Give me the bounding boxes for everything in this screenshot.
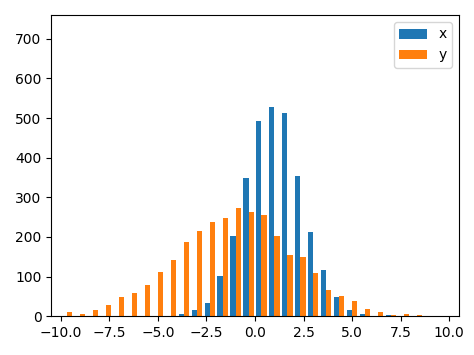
Bar (378, 312, 383, 316)
Bar (171, 260, 176, 316)
Bar (256, 121, 262, 316)
Bar (218, 276, 223, 316)
Bar (67, 312, 73, 316)
Bar (145, 285, 150, 316)
Bar (404, 314, 409, 316)
Bar (197, 231, 202, 316)
Bar (132, 293, 137, 316)
Bar (158, 272, 163, 316)
Bar (282, 113, 287, 316)
Bar (106, 305, 111, 316)
Bar (326, 290, 331, 316)
Bar (230, 236, 236, 316)
Bar (204, 303, 210, 316)
Bar (223, 218, 228, 316)
Bar (339, 296, 344, 316)
Bar (334, 297, 339, 316)
Bar (321, 269, 326, 316)
Bar (184, 242, 189, 316)
Bar (80, 314, 85, 316)
Bar (119, 297, 124, 316)
Bar (287, 255, 292, 316)
Bar (308, 232, 313, 316)
Bar (179, 314, 184, 316)
Bar (93, 310, 98, 316)
Bar (191, 310, 197, 316)
Bar (360, 314, 365, 316)
Bar (301, 257, 306, 316)
Bar (295, 176, 301, 316)
Bar (236, 208, 241, 316)
Bar (269, 107, 274, 316)
Bar (417, 315, 422, 316)
Bar (274, 236, 280, 316)
Bar (352, 301, 357, 316)
Bar (210, 222, 215, 316)
Bar (262, 215, 267, 316)
Bar (243, 178, 248, 316)
Bar (248, 212, 254, 316)
Bar (365, 309, 370, 316)
Bar (391, 315, 396, 316)
Bar (347, 310, 352, 316)
Bar (313, 273, 319, 316)
Legend: x, y: x, y (394, 22, 452, 68)
